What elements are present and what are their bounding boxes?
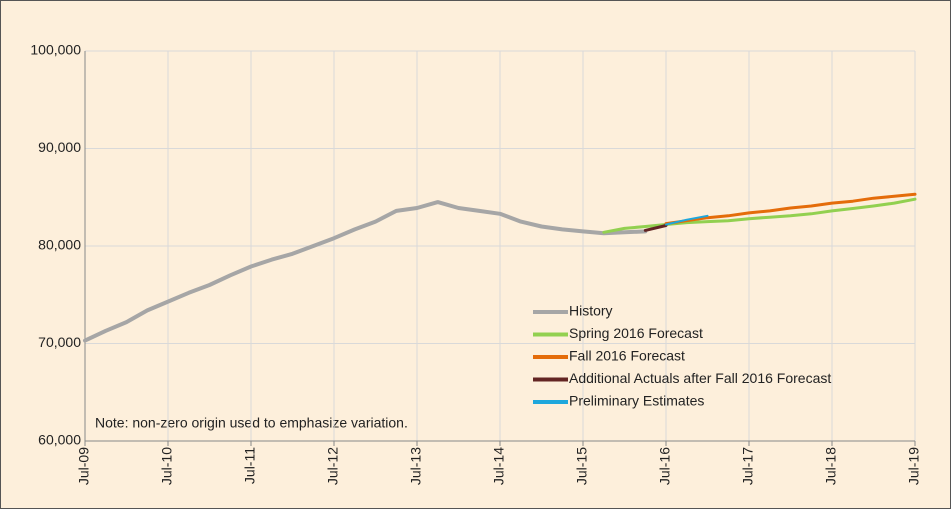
x-tick-label: Jul-09 <box>76 447 92 485</box>
y-tick-label: 60,000 <box>38 432 81 448</box>
series-line <box>665 214 709 226</box>
series-line <box>664 192 917 226</box>
x-tick-label: Jul-10 <box>159 447 175 485</box>
x-tick-label: Jul-11 <box>242 447 258 484</box>
x-tick-label: Jul-19 <box>906 447 922 485</box>
legend-label: Preliminary Estimates <box>569 393 704 409</box>
legend-label: Fall 2016 Forecast <box>569 348 685 364</box>
series-line <box>643 224 668 232</box>
y-tick-label: 80,000 <box>38 237 81 253</box>
x-tick-label: Jul-14 <box>491 447 507 485</box>
series-line <box>602 197 917 234</box>
legend-label: Additional Actuals after Fall 2016 Forec… <box>569 370 831 386</box>
legend-label: History <box>569 303 613 319</box>
x-tick-label: Jul-16 <box>657 447 673 485</box>
y-tick-label: 70,000 <box>38 334 81 350</box>
y-tick-label: 90,000 <box>38 139 81 155</box>
x-tick-label: Jul-15 <box>574 447 590 485</box>
y-tick-label: 100,000 <box>30 42 81 58</box>
x-tick-label: Jul-17 <box>740 447 756 485</box>
series-line <box>83 200 648 343</box>
x-tick-label: Jul-18 <box>823 447 839 485</box>
x-tick-label: Jul-13 <box>408 447 424 485</box>
legend-label: Spring 2016 Forecast <box>569 325 703 341</box>
x-tick-label: Jul-12 <box>325 447 341 485</box>
